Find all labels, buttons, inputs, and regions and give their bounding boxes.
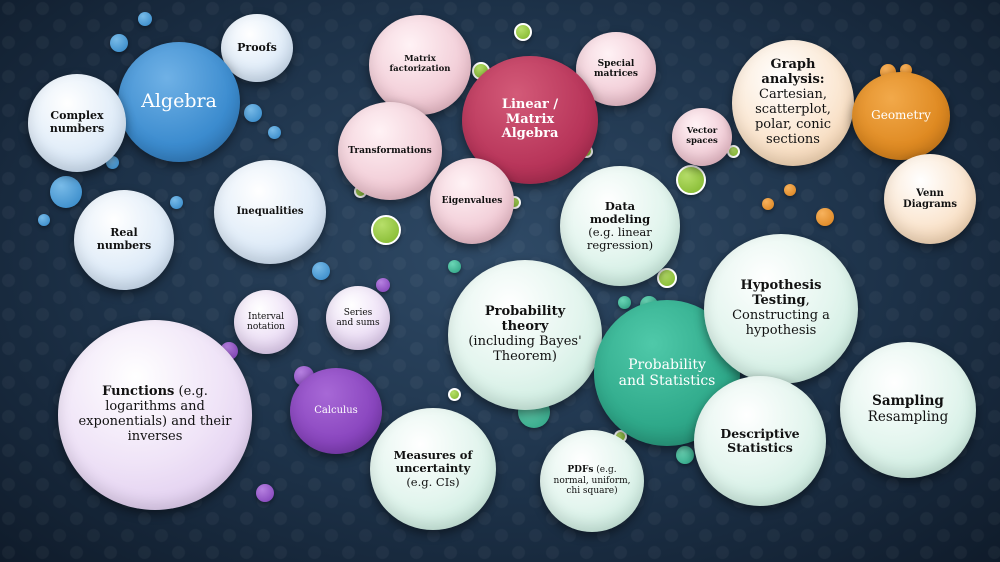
inequalities-label: Inequalities xyxy=(236,206,304,218)
probability-theory-bubble: Probability theory (including Bayes' Theo… xyxy=(448,260,602,410)
descriptive-statistics-label: Descriptive Statistics xyxy=(720,425,800,455)
matrix-factorization-label: Matrix factorization xyxy=(389,54,451,74)
probability-theory-label: Probability theory xyxy=(484,304,566,335)
algebra-bubble: Algebra xyxy=(118,42,240,162)
pdfs-description: (e.g. normal, uniform, chi square) xyxy=(553,465,631,497)
probability-theory-description: (including Bayes' Theorem) xyxy=(468,334,582,364)
interval-notation-label: Interval notation xyxy=(247,311,285,332)
geometry-bubble: Geometry xyxy=(852,72,950,160)
eigenvalues-label: Eigenvalues xyxy=(441,195,503,206)
sampling-bubble: Sampling Resampling xyxy=(840,342,976,478)
pdfs-bubble: PDFs (e.g. normal, uniform, chi square) xyxy=(540,430,644,532)
data-modeling-description: (e.g. linear regression) xyxy=(586,225,654,253)
graph-analysis-description: Cartesian, scatterplot, polar, conic sec… xyxy=(754,87,832,147)
functions-description: (e.g. logarithms and exponentials) and t… xyxy=(78,384,232,444)
inequalities-bubble: Inequalities xyxy=(214,160,326,264)
sampling-description: Resampling xyxy=(867,409,949,425)
sampling-label: Sampling xyxy=(872,393,944,410)
vector-spaces-bubble: Vector spaces xyxy=(672,108,732,166)
hypothesis-testing-description: , Constructing a hypothesis xyxy=(732,293,830,338)
transformations-label: Transformations xyxy=(348,145,432,156)
measures-uncertainty-description: (e.g. CIs) xyxy=(406,474,460,489)
vector-spaces-label: Vector spaces xyxy=(686,126,718,146)
measures-uncertainty-bubble: Measures of uncertainty (e.g. CIs) xyxy=(370,408,496,530)
graph-analysis-label: Graph analysis: xyxy=(761,57,825,88)
series-sums-label: Series and sums xyxy=(336,307,380,328)
graph-analysis-bubble: Graph analysis: Cartesian, scatterplot, p… xyxy=(732,40,854,166)
real-numbers-label: Real numbers xyxy=(96,226,152,252)
geometry-label: Geometry xyxy=(871,108,931,123)
series-sums-bubble: Series and sums xyxy=(326,286,390,350)
proofs-bubble: Proofs xyxy=(221,14,293,82)
hypothesis-testing-bubble: Hypothesis Testing, Constructing a hypot… xyxy=(704,234,858,384)
pdfs-label: PDFs xyxy=(567,465,594,476)
linear-matrix-algebra-label: Linear / Matrix Algebra xyxy=(501,96,559,142)
interval-notation-bubble: Interval notation xyxy=(234,290,298,354)
descriptive-statistics-bubble: Descriptive Statistics xyxy=(694,376,826,506)
venn-diagrams-bubble: Venn Diagrams xyxy=(884,154,976,244)
calculus-label: Calculus xyxy=(314,405,358,417)
algebra-label: Algebra xyxy=(141,90,217,113)
calculus-bubble: Calculus xyxy=(290,368,382,454)
hypothesis-testing-label: Hypothesis Testing xyxy=(740,278,822,309)
complex-numbers-label: Complex numbers xyxy=(49,109,105,135)
data-modeling-label: Data modeling xyxy=(589,198,651,226)
matrix-factorization-bubble: Matrix factorization xyxy=(369,15,471,115)
data-modeling-bubble: Data modeling (e.g. linear regression) xyxy=(560,166,680,286)
functions-bubble: Functions (e.g. logarithms and exponenti… xyxy=(58,320,252,510)
transformations-bubble: Transformations xyxy=(338,102,442,200)
complex-numbers-bubble: Complex numbers xyxy=(28,74,126,172)
probability-statistics-label: Probability and Statistics xyxy=(618,356,716,389)
venn-diagrams-label: Venn Diagrams xyxy=(903,187,957,211)
proofs-label: Proofs xyxy=(237,40,277,54)
special-matrices-label: Special matrices xyxy=(594,58,638,79)
functions-label: Functions xyxy=(102,384,175,400)
measures-uncertainty-label: Measures of uncertainty xyxy=(393,448,473,476)
real-numbers-bubble: Real numbers xyxy=(74,190,174,290)
linear-matrix-algebra-bubble: Linear / Matrix Algebra xyxy=(462,56,598,184)
eigenvalues-bubble: Eigenvalues xyxy=(430,158,514,244)
